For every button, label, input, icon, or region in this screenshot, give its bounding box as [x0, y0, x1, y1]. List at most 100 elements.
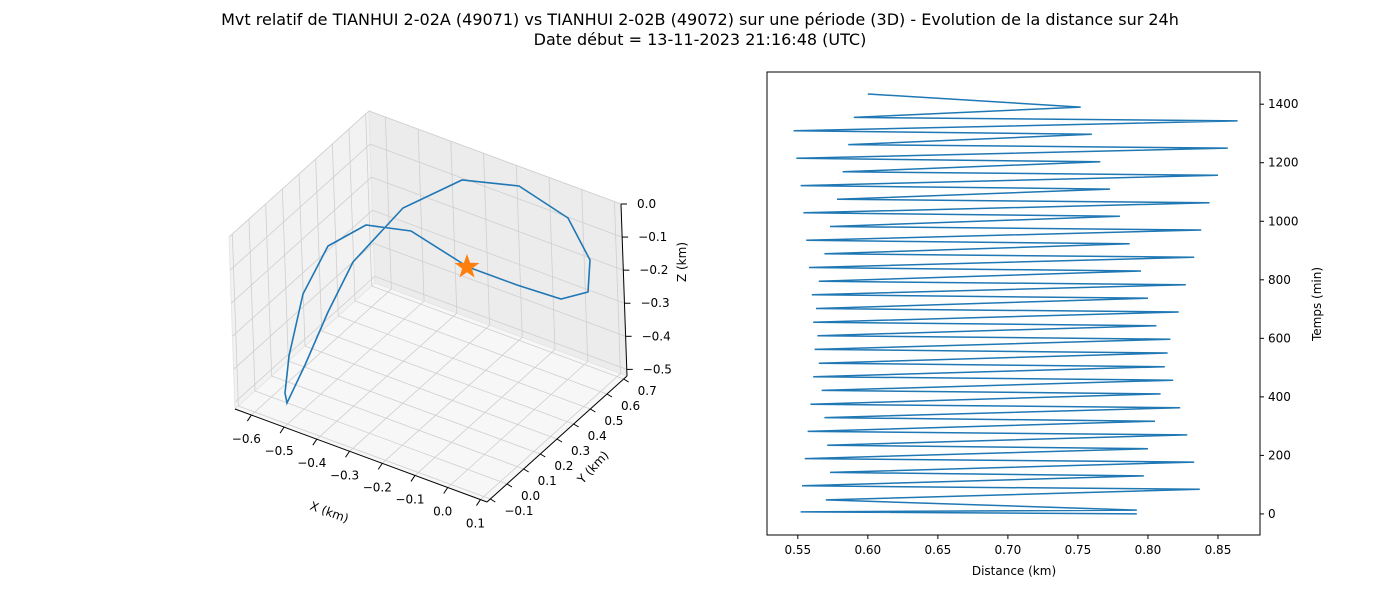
x-axis-label: X (km) [308, 499, 350, 526]
y-tick-mark [606, 393, 613, 398]
grid-line-y-floor [354, 300, 608, 395]
grid-line-x-back [417, 129, 425, 302]
y-tick-label: 0.5 [604, 414, 623, 428]
y-tick-label: 0.7 [638, 384, 657, 398]
grid-line-y-left [298, 173, 306, 347]
y-tick-mark [490, 498, 496, 503]
grid-line-z-left [233, 243, 374, 370]
grid-line-y-left [248, 218, 256, 392]
grid-line-x-back [515, 165, 523, 338]
x-tick-label: 0.80 [1135, 543, 1162, 557]
z-tick-label: −0.1 [638, 230, 667, 244]
grid-line-y-left [365, 113, 373, 287]
y-tick-mark [573, 423, 579, 428]
grid-line-z-left [228, 110, 370, 238]
grid-line-x-back [581, 189, 589, 362]
trajectory-line [284, 179, 591, 406]
x-tick-label: −0.2 [363, 480, 392, 494]
x-tick-mark [410, 475, 416, 482]
x-tick-mark [279, 426, 285, 434]
grid-line-y-floor [371, 285, 624, 380]
z-tick-label: −0.3 [640, 296, 669, 310]
y-tick-label: 0.1 [538, 474, 557, 488]
x-axis-label: Distance (km) [972, 564, 1056, 578]
axes-3d-ticks: −0.6−0.5−0.4−0.3−0.2−0.10.00.1−0.10.00.1… [232, 197, 672, 531]
grid-line-x-back [384, 117, 392, 290]
z-tick-label: −0.2 [639, 263, 668, 277]
y-tick-label: 200 [1268, 448, 1291, 462]
grid-line-y-left [315, 158, 323, 332]
grid-line-y-floor [321, 330, 574, 425]
axes-3d-grid [228, 110, 627, 500]
z-tick-label: 0.0 [637, 197, 656, 211]
grid-line-z-back [370, 143, 623, 238]
grid-line-y-left [348, 128, 356, 302]
z-axis-line [620, 203, 628, 377]
figure-subtitle: Date début = 13-11-2023 21:16:48 (UTC) [533, 30, 867, 49]
x-tick-label: 0.55 [784, 543, 811, 557]
y-tick-label: 0.3 [571, 444, 590, 458]
y-tick-mark [523, 468, 529, 473]
x-tick-mark [312, 438, 318, 446]
figure-title: Mvt relatif de TIANHUI 2-02A (49071) vs … [221, 10, 1179, 29]
x-tick-mark [377, 463, 383, 470]
grid-line-y-left [331, 143, 339, 317]
y-ticks: 0 200 400 600 800 1000 1200 1400 [1260, 97, 1299, 521]
x-tick-mark [345, 450, 350, 458]
y-tick-label: 600 [1268, 331, 1291, 345]
y-tick-label: 0.6 [621, 399, 640, 413]
y-tick-label: 1000 [1268, 214, 1299, 228]
grid-line-y-floor [271, 375, 524, 470]
grid-line-y-left [281, 188, 289, 362]
x-tick-label: 0.60 [854, 543, 881, 557]
grid-line-x-back [614, 201, 621, 374]
z-tick-label: −0.5 [643, 362, 672, 376]
x-tick-label: 0.1 [466, 517, 485, 531]
y-tick-mark [540, 453, 546, 458]
grid-line-z-left [231, 176, 372, 304]
plot-distance-vs-time: 0.55 0.60 0.65 0.70 0.75 0.80 0.85 0 200 400 600 8… [766, 71, 1324, 578]
x-tick-mark [476, 499, 481, 506]
x-tick-label: 0.75 [1065, 543, 1092, 557]
grid-line-y-floor [238, 405, 491, 500]
grid-line-z-back [373, 242, 626, 337]
y-tick-mark [556, 438, 563, 443]
x-tick-label: 0.85 [1205, 543, 1232, 557]
x-tick-label: 0.0 [433, 505, 452, 519]
grid-line-x-back [450, 141, 458, 314]
grid-line-y-floor [304, 345, 558, 440]
z-axis-label: Z (km) [675, 242, 689, 282]
x-tick-label: −0.4 [297, 456, 326, 470]
y-tick-label: 400 [1268, 390, 1291, 404]
grid-line-z-back [371, 176, 624, 271]
grid-line-y-left [231, 233, 239, 407]
x-tick-label: 0.70 [995, 543, 1022, 557]
grid-line-z-back [368, 110, 622, 205]
y-tick-label: 800 [1268, 273, 1291, 287]
x-ticks: 0.55 0.60 0.65 0.70 0.75 0.80 0.85 [784, 535, 1231, 557]
plot-area-frame [766, 71, 1261, 536]
y-tick-label: 0.4 [588, 429, 607, 443]
y-tick-mark [506, 483, 513, 488]
grid-line-z-back [372, 209, 625, 304]
y-tick-mark [623, 378, 629, 383]
x-tick-mark [246, 414, 252, 422]
x-tick-label: −0.6 [232, 432, 261, 446]
distance-series-line [793, 93, 1238, 515]
grid-line-y-floor [254, 390, 508, 485]
y-tick-label: 0.0 [521, 489, 540, 503]
x-axis-line [234, 408, 488, 503]
y-tick-label: 0 [1268, 507, 1276, 521]
grid-line-z-left [234, 276, 376, 403]
x-tick-label: −0.3 [330, 468, 359, 482]
origin-star-marker [454, 254, 480, 278]
z-tick-label: −0.4 [642, 329, 671, 343]
grid-line-z-left [232, 209, 373, 337]
grid-line-z-left [229, 143, 371, 271]
grid-line-y-floor [288, 360, 541, 455]
y-tick-label: 0.2 [554, 459, 573, 473]
y-tick-label: 1200 [1268, 156, 1299, 170]
x-tick-label: −0.5 [265, 444, 294, 458]
grid-line-z-back [374, 276, 627, 370]
grid-line-y-floor [338, 315, 591, 410]
